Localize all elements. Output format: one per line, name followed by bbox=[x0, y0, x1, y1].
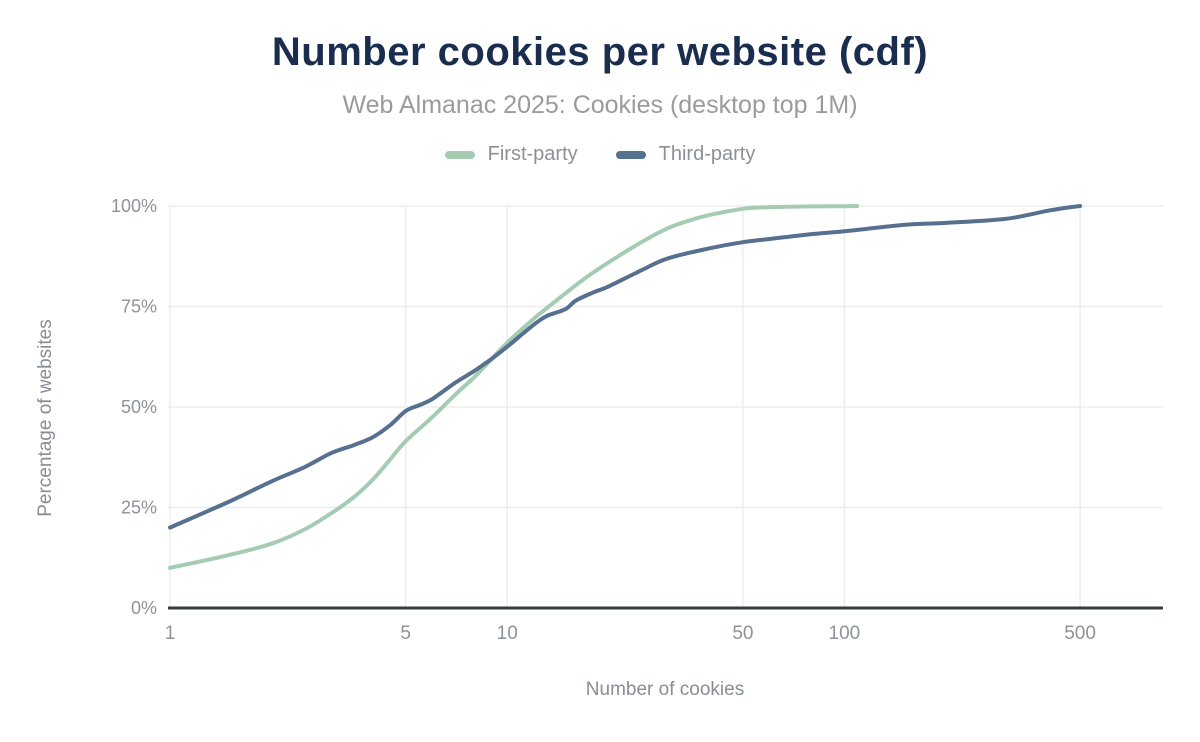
y-tick-label: 50% bbox=[121, 397, 157, 417]
legend-label: First-party bbox=[487, 143, 578, 165]
y-tick-label: 100% bbox=[111, 196, 157, 216]
x-tick-label: 50 bbox=[732, 623, 753, 644]
series-line-third-party bbox=[168, 204, 1083, 530]
series-line-first-party bbox=[168, 204, 859, 570]
y-tick-label: 25% bbox=[121, 498, 157, 518]
chart-legend: First-party Third-party bbox=[0, 143, 1200, 166]
chart-subtitle: Web Almanac 2025: Cookies (desktop top 1… bbox=[342, 91, 858, 119]
x-axis-title: Number of cookies bbox=[585, 679, 745, 700]
x-tick-label: 500 bbox=[1064, 623, 1096, 644]
legend-item-first-party[interactable]: First-party bbox=[444, 143, 578, 166]
legend-label: Third-party bbox=[658, 143, 756, 165]
first-party-swatch-icon bbox=[444, 150, 475, 159]
y-tick-label: 75% bbox=[121, 297, 157, 317]
y-axis-title: Percentage of websites bbox=[35, 319, 56, 517]
chart-title: Number cookies per website (cdf) bbox=[271, 30, 929, 74]
x-tick-label: 5 bbox=[400, 623, 411, 644]
legend-item-third-party[interactable]: Third-party bbox=[615, 143, 756, 166]
y-tick-label: 0% bbox=[131, 598, 157, 618]
x-tick-label: 100 bbox=[829, 623, 861, 644]
x-tick-label: 1 bbox=[165, 623, 176, 644]
third-party-swatch-icon bbox=[615, 150, 646, 159]
x-tick-label: 10 bbox=[497, 623, 518, 644]
